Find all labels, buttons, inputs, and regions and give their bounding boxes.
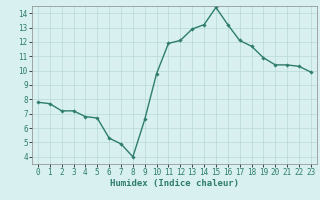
X-axis label: Humidex (Indice chaleur): Humidex (Indice chaleur)	[110, 179, 239, 188]
